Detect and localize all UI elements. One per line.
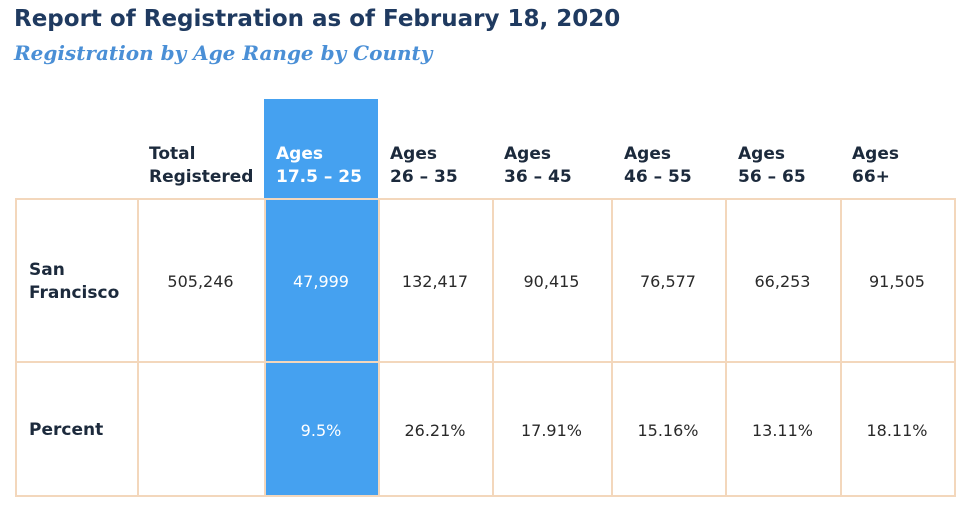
registration-table: San Francisco 505,246 47,999 132,417 90,… xyxy=(15,198,956,497)
table-cell-ages-36-45: 17.91% xyxy=(520,421,582,440)
table-cell-ages-66-plus: 18.11% xyxy=(866,421,928,440)
column-header-ages-36-45: Ages 36 – 45 xyxy=(504,144,572,187)
column-divider xyxy=(264,200,266,495)
table-cell-ages-56-65: 66,253 xyxy=(754,272,811,291)
column-divider xyxy=(840,200,842,495)
table-cell-ages-17-25: 47,999 xyxy=(293,272,349,291)
highlighted-column-background xyxy=(264,99,378,497)
row-label-percent: Percent xyxy=(29,420,104,440)
column-header-ages-46-55: Ages 46 – 55 xyxy=(624,144,692,187)
column-header-ages-26-35: Ages 26 – 35 xyxy=(390,144,458,187)
column-divider xyxy=(492,200,494,495)
table-cell-ages-56-65: 13.11% xyxy=(751,421,813,440)
report-title: Report of Registration as of February 18… xyxy=(14,6,621,32)
column-header-ages-56-65: Ages 56 – 65 xyxy=(738,144,806,187)
table-cell-ages-17-25: 9.5% xyxy=(300,421,342,440)
column-divider xyxy=(611,200,613,495)
column-header-total-registered: Total Registered xyxy=(149,144,254,187)
row-divider xyxy=(17,361,954,363)
table-cell-total-registered: 505,246 xyxy=(167,272,234,291)
table-cell-ages-36-45: 90,415 xyxy=(523,272,580,291)
column-divider xyxy=(725,200,727,495)
row-label-san-francisco: San Francisco xyxy=(29,260,120,303)
table-cell-ages-46-55: 76,577 xyxy=(640,272,696,291)
table-cell-ages-26-35: 132,417 xyxy=(401,272,469,291)
column-divider xyxy=(137,200,139,495)
column-header-ages-17-25: Ages 17.5 – 25 xyxy=(276,144,362,187)
column-header-ages-66-plus: Ages 66+ xyxy=(852,144,899,187)
column-divider xyxy=(378,200,380,495)
table-cell-ages-66-plus: 91,505 xyxy=(869,272,925,291)
table-cell-ages-26-35: 26.21% xyxy=(404,421,466,440)
table-cell-ages-46-55: 15.16% xyxy=(637,421,699,440)
report-subtitle: Registration by Age Range by County xyxy=(14,41,433,65)
